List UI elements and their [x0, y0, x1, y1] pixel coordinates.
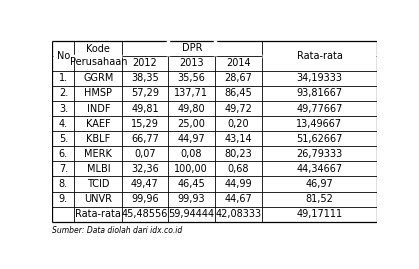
Text: 44,34667: 44,34667 — [296, 164, 342, 174]
Text: 4.: 4. — [59, 119, 68, 129]
Text: 49,72: 49,72 — [224, 104, 252, 114]
Text: 13,49667: 13,49667 — [296, 119, 342, 129]
Text: 93,81667: 93,81667 — [296, 89, 342, 98]
Text: 15,29: 15,29 — [131, 119, 159, 129]
Text: Rata-rata: Rata-rata — [75, 209, 121, 219]
Text: 99,93: 99,93 — [177, 194, 205, 204]
Text: UNVR: UNVR — [84, 194, 112, 204]
Text: TCID: TCID — [87, 179, 110, 189]
Text: 57,29: 57,29 — [131, 89, 159, 98]
Text: 59,94444: 59,94444 — [168, 209, 214, 219]
Text: 49,80: 49,80 — [177, 104, 205, 114]
Text: 0,68: 0,68 — [228, 164, 249, 174]
Text: 7.: 7. — [59, 164, 68, 174]
Text: 2013: 2013 — [179, 58, 204, 68]
Text: 49,47: 49,47 — [131, 179, 159, 189]
Text: 81,52: 81,52 — [305, 194, 334, 204]
Text: 28,67: 28,67 — [224, 73, 252, 83]
Text: 35,56: 35,56 — [177, 73, 205, 83]
Text: 2.: 2. — [59, 89, 68, 98]
Text: 3.: 3. — [59, 104, 68, 114]
Text: No: No — [57, 51, 70, 61]
Text: 99,96: 99,96 — [131, 194, 159, 204]
Text: 8.: 8. — [59, 179, 68, 189]
Text: 9.: 9. — [59, 194, 68, 204]
Text: 0,07: 0,07 — [134, 149, 156, 159]
Text: 34,19333: 34,19333 — [297, 73, 342, 83]
Text: Sumber: Data diolah dari idx.co.id: Sumber: Data diolah dari idx.co.id — [52, 225, 183, 235]
Text: 26,79333: 26,79333 — [296, 149, 343, 159]
Text: 45,48556: 45,48556 — [122, 209, 168, 219]
Text: KAEF: KAEF — [86, 119, 111, 129]
Text: DPR: DPR — [182, 43, 202, 53]
Text: 6.: 6. — [59, 149, 68, 159]
Text: 32,36: 32,36 — [131, 164, 159, 174]
Text: 38,35: 38,35 — [131, 73, 159, 83]
Text: 49,77667: 49,77667 — [296, 104, 343, 114]
Text: 44,67: 44,67 — [225, 194, 252, 204]
Text: HMSP: HMSP — [84, 89, 112, 98]
Text: 100,00: 100,00 — [174, 164, 208, 174]
Text: 49,17111: 49,17111 — [296, 209, 342, 219]
Text: 44,97: 44,97 — [177, 134, 205, 144]
Text: 5.: 5. — [59, 134, 68, 144]
Text: 44,99: 44,99 — [225, 179, 252, 189]
Text: 2012: 2012 — [132, 58, 157, 68]
Text: 51,62667: 51,62667 — [296, 134, 343, 144]
Text: MLBI: MLBI — [86, 164, 110, 174]
Text: 66,77: 66,77 — [131, 134, 159, 144]
Text: 25,00: 25,00 — [177, 119, 205, 129]
Text: 43,14: 43,14 — [225, 134, 252, 144]
Text: INDF: INDF — [87, 104, 110, 114]
Text: 86,45: 86,45 — [225, 89, 252, 98]
Text: 0,08: 0,08 — [181, 149, 202, 159]
Text: 46,45: 46,45 — [177, 179, 205, 189]
Text: Kode
Perusahaan: Kode Perusahaan — [70, 44, 127, 67]
Text: Rata-rata: Rata-rata — [297, 51, 342, 61]
Text: GGRM: GGRM — [83, 73, 114, 83]
Text: MERK: MERK — [84, 149, 112, 159]
Text: 49,81: 49,81 — [131, 104, 159, 114]
Text: 46,97: 46,97 — [305, 179, 334, 189]
Text: 42,08333: 42,08333 — [215, 209, 261, 219]
Text: 2014: 2014 — [226, 58, 251, 68]
Text: KBLF: KBLF — [86, 134, 111, 144]
Text: 137,71: 137,71 — [174, 89, 208, 98]
Text: 0,20: 0,20 — [228, 119, 249, 129]
Text: 80,23: 80,23 — [225, 149, 252, 159]
Text: 1.: 1. — [59, 73, 68, 83]
